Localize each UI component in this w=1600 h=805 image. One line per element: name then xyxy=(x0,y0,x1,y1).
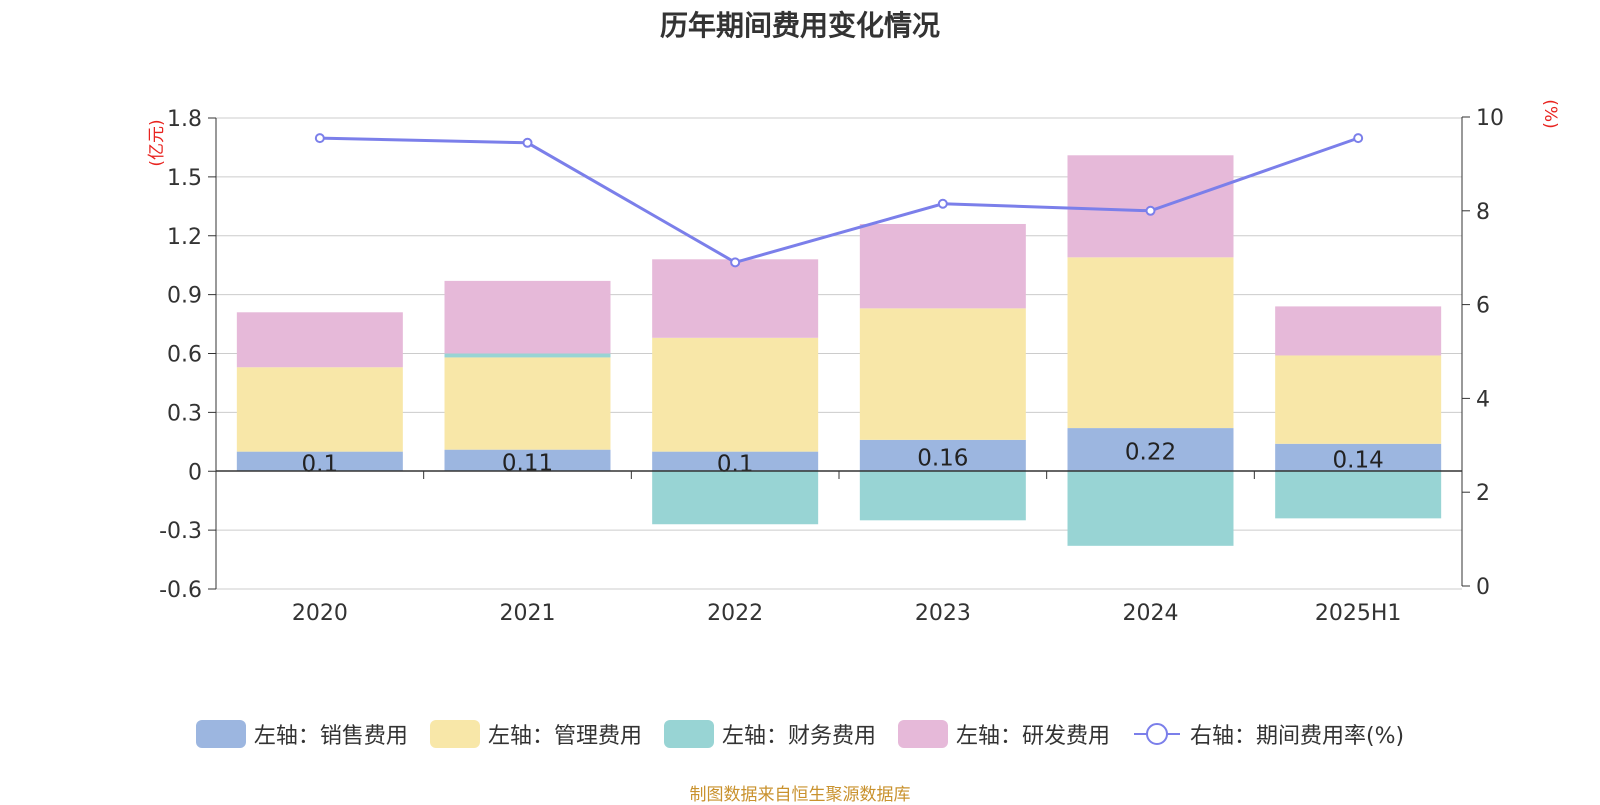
legend-item-admin[interactable]: 左轴：管理费用 xyxy=(429,718,642,750)
bar-segment-2-2025H1 xyxy=(1275,471,1442,519)
bar-segment-0-2024 xyxy=(1067,428,1234,472)
bar-segment-1-2022 xyxy=(652,337,819,452)
expense-rate-point xyxy=(1145,205,1156,216)
legend-label-sales: 左轴：销售费用 xyxy=(253,724,408,749)
bar-segment-1-2024 xyxy=(1067,257,1234,429)
legend-label-admin: 左轴：管理费用 xyxy=(487,724,642,749)
bar-segment-3-2020 xyxy=(236,312,403,368)
left-axis-tick-label: 1.2 xyxy=(167,225,202,250)
right-axis-tick-label: 0 xyxy=(1476,575,1490,600)
right-axis-tick-label: 8 xyxy=(1476,200,1490,225)
legend-swatch-sales xyxy=(195,720,246,748)
bar-segment-0-2025H1 xyxy=(1275,443,1442,472)
bar-segment-0-2021 xyxy=(444,449,611,472)
legend-swatch-rd xyxy=(897,720,948,748)
bar-segment-2-2022 xyxy=(652,471,819,525)
bar-segment-0-2023 xyxy=(859,439,1026,472)
bar-data-label: 0.14 xyxy=(1333,448,1384,474)
right-axis-tick-label: 2 xyxy=(1476,481,1490,506)
bar-segment-3-2023 xyxy=(859,223,1026,309)
bar-data-label: 0.22 xyxy=(1125,440,1176,466)
legend-label-rd: 左轴：研发费用 xyxy=(955,724,1110,749)
bar-segment-3-2025H1 xyxy=(1275,306,1442,356)
x-axis-tick-label: 2022 xyxy=(707,601,763,626)
legend-swatch-admin xyxy=(429,720,480,748)
chart-title: 历年期间费用变化情况 xyxy=(659,9,940,42)
bar-data-label: 0.1 xyxy=(717,451,754,477)
legend-item-expense-rate[interactable]: 右轴：期间费用率(%) xyxy=(1132,718,1404,750)
legend-label-finance: 左轴：财务费用 xyxy=(721,724,876,749)
expense-rate-point xyxy=(730,257,741,268)
expense-rate-point xyxy=(937,198,948,209)
right-axis-unit: (%) xyxy=(1540,99,1560,128)
bar-segment-2-2024 xyxy=(1067,471,1234,546)
legend-item-rd[interactable]: 左轴：研发费用 xyxy=(897,718,1110,750)
bar-segment-1-2023 xyxy=(859,308,1026,440)
bar-segment-1-2021 xyxy=(444,357,611,450)
bar-segment-0-2020 xyxy=(236,451,403,472)
legend-swatch-finance xyxy=(663,720,714,748)
left-axis-tick-label: 1.8 xyxy=(167,107,202,132)
bar-segment-0-2022 xyxy=(652,451,819,472)
bar-segment-2-2021 xyxy=(444,353,611,358)
expense-rate-point xyxy=(1353,133,1364,144)
right-axis-tick-label: 4 xyxy=(1476,387,1490,412)
legend-line-marker-icon xyxy=(1133,723,1180,745)
bar-segment-3-2022 xyxy=(652,259,819,338)
legend-label-expense-rate: 右轴：期间费用率(%) xyxy=(1189,724,1405,749)
left-axis-tick-label: 0 xyxy=(188,460,202,485)
bar-data-label: 0.1 xyxy=(302,451,339,477)
expense-rate-line xyxy=(319,136,1359,265)
left-axis-tick-label: -0.3 xyxy=(159,519,202,544)
x-axis-tick-label: 2023 xyxy=(915,601,971,626)
x-axis-tick-label: 2024 xyxy=(1123,601,1179,626)
bar-segment-2-2023 xyxy=(859,471,1026,521)
x-axis-tick-label: 2020 xyxy=(292,601,348,626)
expense-rate-point xyxy=(522,137,533,148)
x-axis-tick-label: 2021 xyxy=(500,601,556,626)
right-axis-tick-label: 10 xyxy=(1476,106,1504,131)
left-axis-tick-label: 0.9 xyxy=(167,284,202,309)
legend-item-finance[interactable]: 左轴：财务费用 xyxy=(663,718,876,750)
bar-segment-3-2021 xyxy=(444,280,611,354)
legend: 左轴：销售费用 左轴：管理费用 左轴：财务费用 左轴：研发费用 右轴：期间费用率… xyxy=(0,718,1600,750)
expense-rate-point xyxy=(314,133,325,144)
source-note: 制图数据来自恒生聚源数据库 xyxy=(689,785,911,805)
bar-data-label: 0.11 xyxy=(502,450,553,476)
bar-segment-1-2025H1 xyxy=(1275,355,1442,444)
left-axis-tick-label: 1.5 xyxy=(167,166,202,191)
bar-segment-1-2020 xyxy=(236,367,403,452)
left-axis-unit: (亿元) xyxy=(147,119,167,166)
legend-item-sales[interactable]: 左轴：销售费用 xyxy=(195,718,408,750)
bar-data-label: 0.16 xyxy=(917,446,968,472)
left-axis-tick-label: 0.6 xyxy=(167,343,202,368)
right-axis-tick-label: 6 xyxy=(1476,294,1490,319)
left-axis-tick-label: -0.6 xyxy=(159,578,202,603)
left-axis-tick-label: 0.3 xyxy=(167,401,202,426)
x-axis-tick-label: 2025H1 xyxy=(1315,601,1402,626)
